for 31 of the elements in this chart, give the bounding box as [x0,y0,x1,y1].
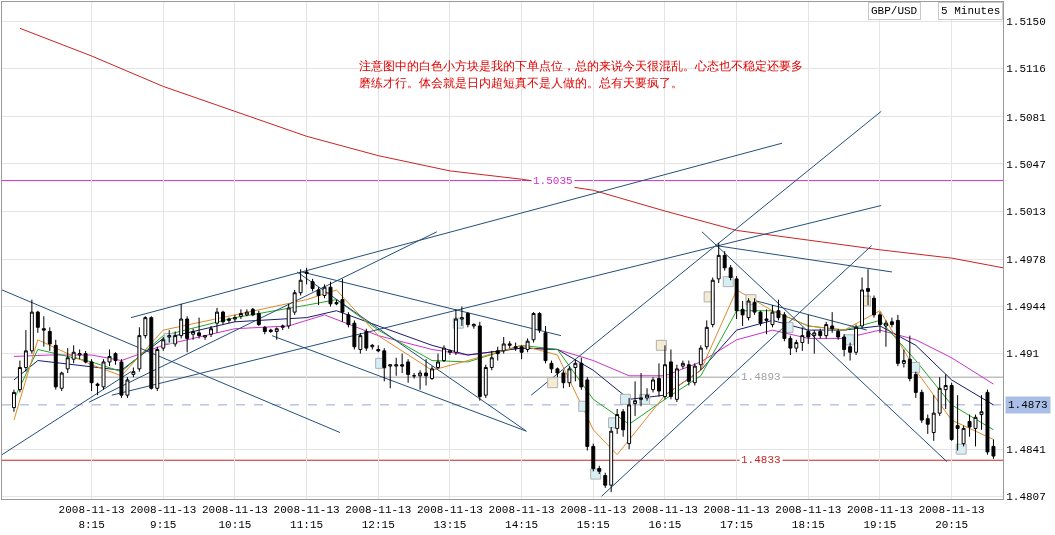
chart-subtitle: 5 Minutes [941,5,1001,17]
x-tick-label: 2008-11-13 11:15 [273,504,340,531]
x-tick-label: 2008-11-13 12:15 [345,504,412,531]
y-tick-label: 1.4841 [1006,444,1047,457]
y-tick-label: 1.5081 [1006,111,1047,124]
x-tick-label: 2008-11-13 16:15 [631,504,698,531]
y-tick-label: 1.5013 [1006,205,1046,218]
annotation: 注意图中的白色小方块是我的下单点位，总的来说今天很混乱。心态也不稳定还要多 [359,59,803,73]
ref-line-label: 1.4833 [741,454,781,466]
y-tick-label: 1.5150 [1006,16,1046,29]
x-tick-label: 2008-11-13 18:15 [775,504,842,531]
x-tick-label: 2008-11-13 19:15 [846,504,913,531]
x-tick-label: 2008-11-13 10:15 [201,504,268,531]
y-tick-label: 1.4944 [1006,301,1047,314]
y-tick-label: 1.491 [1006,348,1040,361]
x-tick-label: 2008-11-13 20:15 [918,504,985,531]
ref-line-label: 1.4893 [741,371,781,383]
x-tick-label: 2008-11-13 13:15 [416,504,483,531]
x-tick-label: 2008-11-13 15:15 [560,504,627,531]
y-tick-label: 1.4807 [1006,491,1046,504]
ref-line-label: 1.5035 [533,175,573,187]
y-tick-label: 1.4978 [1006,254,1046,267]
y-tick-label: 1.5047 [1006,158,1046,171]
x-tick-label: 2008-11-13 14:15 [488,504,555,531]
x-tick-label: 2008-11-13 8:15 [58,504,125,531]
y-tick-label: 1.5116 [1006,63,1046,76]
x-tick-label: 2008-11-13 17:15 [703,504,770,531]
ref-line-label: 1.4873 [1008,399,1048,411]
annotation: 磨练才行。体会就是日内超短真不是人做的。总有天要疯了。 [359,76,683,90]
chart-title: GBP/USD [871,5,918,17]
x-tick-label: 2008-11-13 9:15 [130,504,197,531]
